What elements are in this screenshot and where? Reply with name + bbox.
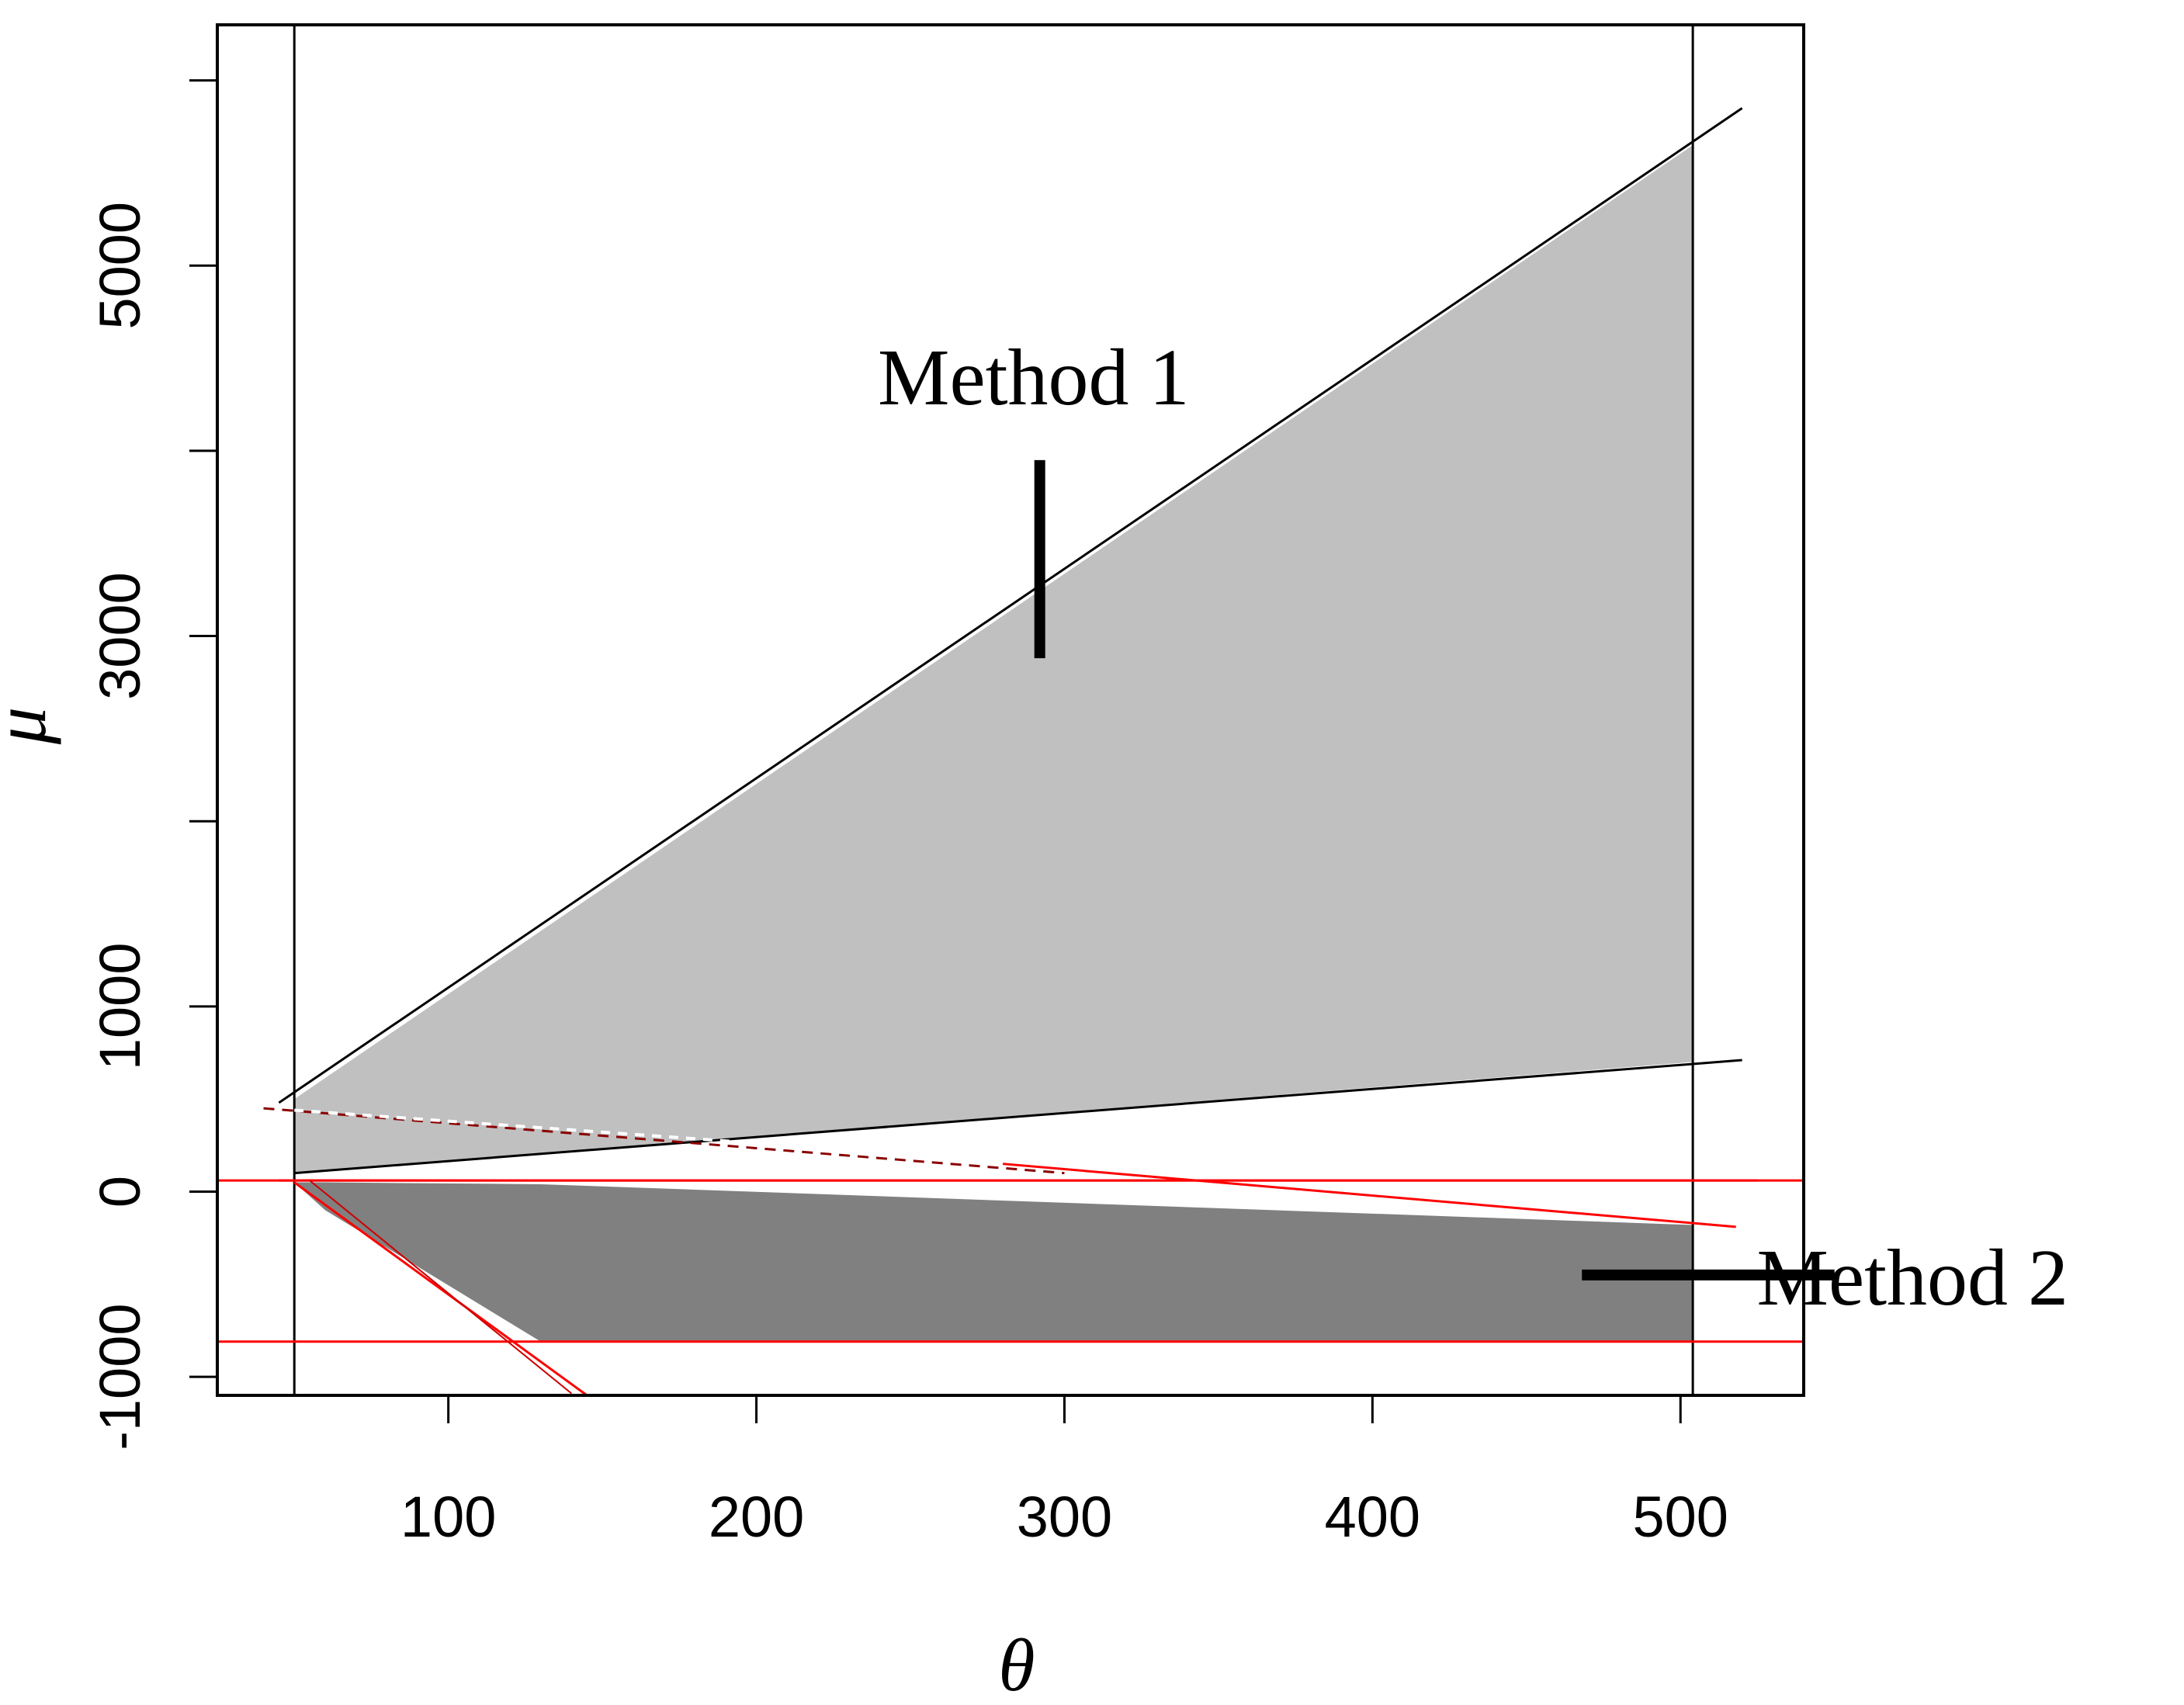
x-tick-label-200: 200 xyxy=(709,1485,804,1549)
y-tick-label-0: 0 xyxy=(88,1176,152,1208)
line-m1-dashed-dark xyxy=(263,1107,1065,1175)
x-tick-label-100: 100 xyxy=(400,1485,496,1549)
x-axis-label: θ xyxy=(998,1624,1035,1705)
line-m1-dashed-white xyxy=(294,1108,788,1147)
band-1 xyxy=(294,145,1693,1173)
x-tick-label-400: 400 xyxy=(1325,1485,1420,1549)
line-m2-diag xyxy=(293,1181,588,1397)
y-tick-label--1000: -1000 xyxy=(88,1304,152,1450)
line-m1-upper xyxy=(278,107,1743,1104)
line-m2-upper-slope xyxy=(1002,1163,1736,1229)
y-tick-label-3000: 3000 xyxy=(88,572,152,700)
line-m1-lower xyxy=(294,1059,1742,1175)
series-lines xyxy=(263,107,1758,1397)
y-tick-label-5000: 5000 xyxy=(88,202,152,330)
line-m2-diag-2 xyxy=(309,1180,573,1395)
band-2 xyxy=(294,1182,1693,1342)
y-tick-label-1000: 1000 xyxy=(88,943,152,1071)
y-axis: -1000 0 1000 3000 5000 xyxy=(88,79,219,1450)
x-tick-label-500: 500 xyxy=(1633,1485,1728,1549)
y-axis-label: μ xyxy=(0,707,61,745)
x-axis: 100 200 300 400 500 xyxy=(400,1394,1728,1549)
x-tick-label-300: 300 xyxy=(1017,1485,1112,1549)
band-fills xyxy=(294,145,1693,1342)
annotation-method-1: Method 1 xyxy=(878,333,1190,422)
